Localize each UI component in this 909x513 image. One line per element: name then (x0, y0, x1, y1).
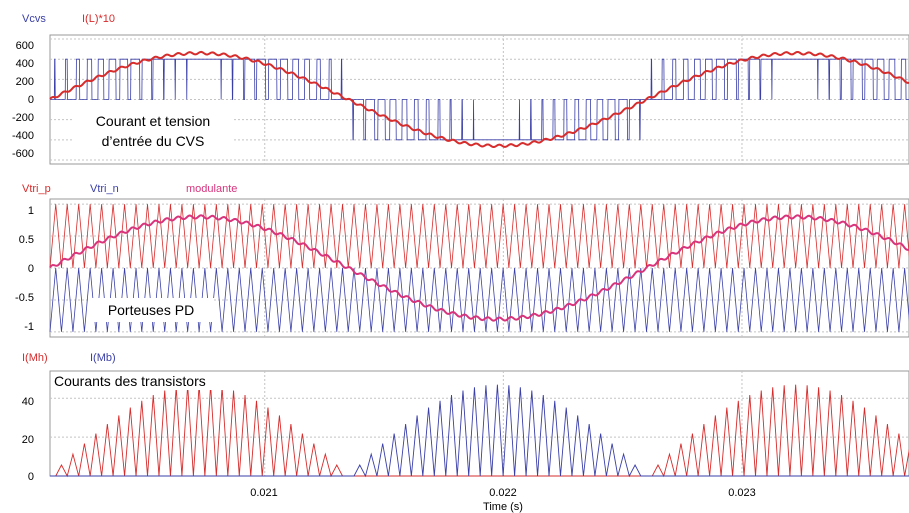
ytick: 0.5 (19, 234, 34, 246)
ytick: -400 (12, 130, 34, 142)
series-vtri-p (49, 204, 909, 269)
panel-carriers: Vtri_p Vtri_n modulante 1 0.5 0 -0.5 -1 … (15, 183, 909, 338)
panel-input-voltage-current: Vcvs I(L)*10 600 400 200 0 -200 -400 -60… (12, 13, 909, 165)
ytick: 600 (16, 40, 34, 52)
annotation-box (74, 109, 232, 153)
ytick: -1 (24, 321, 34, 333)
ytick: -200 (12, 112, 34, 124)
ytick: -0.5 (15, 292, 34, 304)
xtick: 0.022 (489, 487, 517, 499)
annotation: Courants des transistors (54, 373, 206, 389)
legend-modulante: modulante (186, 183, 237, 195)
legend-il: I(L)*10 (82, 13, 115, 25)
ytick: 0 (28, 471, 34, 483)
grid-lines (50, 371, 909, 476)
ytick: -600 (12, 148, 34, 160)
panel-transistor-currents: I(Mh) I(Mb) Courants des transistors 40 … (22, 352, 909, 513)
legend-vtri-n: Vtri_n (90, 183, 119, 195)
legend-vtri-p: Vtri_p (22, 183, 51, 195)
annotation-box (52, 372, 250, 390)
ytick: 0 (28, 94, 34, 106)
annotation: Porteuses PD (108, 302, 194, 318)
ytick: 40 (22, 396, 34, 408)
traces (50, 384, 909, 478)
traces (49, 50, 909, 149)
ytick: 20 (22, 434, 34, 446)
series-il (49, 50, 909, 149)
xtick: 0.023 (728, 487, 756, 499)
legend-imb: I(Mb) (90, 352, 116, 364)
annotation-box (88, 298, 214, 322)
annotation-line2: d’entrée du CVS (102, 133, 205, 149)
x-axis-label: Time (s) (483, 501, 523, 513)
ytick: 200 (16, 76, 34, 88)
ytick: 400 (16, 58, 34, 70)
legend-vcvs: Vcvs (22, 13, 46, 25)
ytick: 0 (28, 263, 34, 275)
traces (49, 204, 909, 332)
series-vcvs (50, 58, 909, 141)
series-vtri-n (49, 267, 909, 332)
xtick: 0.021 (250, 487, 278, 499)
series-modulante (49, 214, 909, 322)
ytick: 1 (28, 205, 34, 217)
series-imb (50, 384, 909, 478)
annotation-line1: Courant et tension (96, 113, 210, 129)
legend-imh: I(Mh) (22, 352, 48, 364)
